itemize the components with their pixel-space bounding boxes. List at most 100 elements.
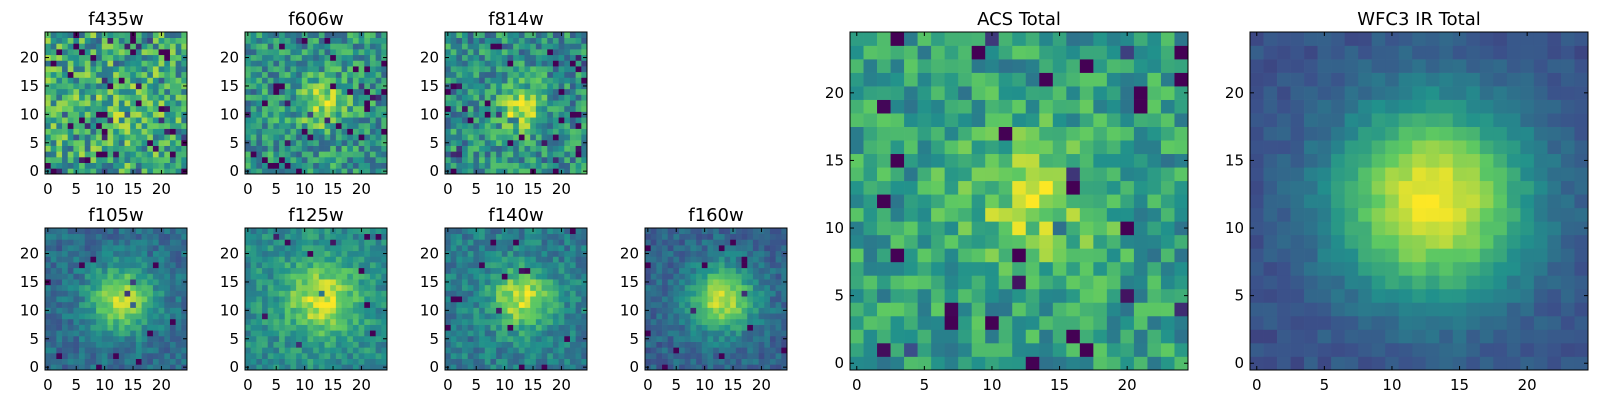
heatmap-cell — [758, 352, 765, 359]
heatmap-cell — [667, 347, 674, 354]
heatmap-cell — [535, 134, 542, 141]
heatmap-cell — [496, 341, 503, 348]
heatmap-cell — [673, 307, 680, 314]
heatmap-cell — [484, 318, 491, 325]
heatmap-cell — [513, 250, 520, 257]
heatmap-cell — [1052, 261, 1067, 276]
heatmap-cell — [107, 335, 114, 342]
heatmap-cell — [164, 233, 171, 240]
heatmap-cell — [684, 262, 691, 269]
heatmap-cell — [296, 318, 303, 325]
heatmap-cell — [152, 94, 159, 101]
heatmap-cell — [381, 239, 388, 246]
heatmap-cell — [130, 341, 137, 348]
heatmap-cell — [118, 290, 125, 297]
heatmap-cell — [369, 111, 376, 118]
heatmap-cell — [547, 83, 554, 90]
heatmap-cell — [335, 307, 342, 314]
heatmap-cell — [79, 117, 86, 124]
heatmap-cell — [347, 122, 354, 129]
heatmap-cell — [535, 262, 542, 269]
heatmap-cell — [175, 134, 182, 141]
heatmap-cell — [290, 233, 297, 240]
heatmap-cell — [324, 250, 331, 257]
heatmap-cell — [650, 318, 657, 325]
heatmap-cell — [313, 94, 320, 101]
heatmap-cell — [513, 66, 520, 73]
heatmap-cell — [496, 54, 503, 61]
heatmap-cell — [118, 168, 125, 175]
heatmap-cell — [1012, 288, 1027, 303]
heatmap-cell — [318, 94, 325, 101]
heatmap-cell — [118, 313, 125, 320]
heatmap-cell — [347, 128, 354, 135]
heatmap-cell — [147, 105, 154, 112]
heatmap-cell — [118, 43, 125, 50]
heatmap-cell — [518, 168, 525, 175]
heatmap-cell — [113, 117, 120, 124]
heatmap-cell — [673, 245, 680, 252]
heatmap-cell — [507, 43, 514, 50]
heatmap-cell — [45, 122, 52, 129]
heatmap-cell — [301, 139, 308, 146]
heatmap-cell — [490, 54, 497, 61]
heatmap-cell — [769, 245, 776, 252]
heatmap-cell — [62, 228, 69, 235]
heatmap-cell — [479, 307, 486, 314]
heatmap-cell — [245, 267, 252, 274]
heatmap-cell — [245, 43, 252, 50]
heatmap-cell — [707, 279, 714, 286]
heatmap-cell — [118, 156, 125, 163]
heatmap-cell — [313, 117, 320, 124]
heatmap-cell — [79, 37, 86, 44]
heatmap-cell — [169, 71, 176, 78]
heatmap-cell — [50, 250, 57, 257]
heatmap-cell — [101, 43, 108, 50]
heatmap-cell — [507, 71, 514, 78]
heatmap-cell — [301, 335, 308, 342]
heatmap-cell — [735, 239, 742, 246]
heatmap-cell — [45, 352, 52, 359]
heatmap-cell — [301, 347, 308, 354]
heatmap-cell — [496, 347, 503, 354]
heatmap-cell — [50, 32, 57, 39]
heatmap-cell — [501, 139, 508, 146]
heatmap-cell — [296, 352, 303, 359]
heatmap-cell — [130, 139, 137, 146]
heatmap-cell — [175, 364, 182, 371]
heatmap-cell — [273, 105, 280, 112]
heatmap-cell — [62, 256, 69, 263]
heatmap-cell — [347, 318, 354, 325]
heatmap-cell — [301, 279, 308, 286]
heatmap-cell — [696, 307, 703, 314]
heatmap-cell — [313, 151, 320, 158]
heatmap-cell — [552, 162, 559, 169]
heatmap-cell — [707, 250, 714, 257]
heatmap-cell — [462, 284, 469, 291]
heatmap-cell — [569, 43, 576, 50]
heatmap-cell — [273, 37, 280, 44]
heatmap-cell — [564, 307, 571, 314]
heatmap-cell — [330, 37, 337, 44]
heatmap-cell — [564, 245, 571, 252]
heatmap-cell — [135, 100, 142, 107]
heatmap-cell — [90, 32, 97, 39]
heatmap-cell — [764, 324, 771, 331]
heatmap-cell — [79, 71, 86, 78]
heatmap-cell — [569, 83, 576, 90]
heatmap-cell — [335, 279, 342, 286]
heatmap-cell — [307, 156, 314, 163]
heatmap-cell — [496, 273, 503, 280]
heatmap-cell — [1066, 248, 1081, 263]
heatmap-cell — [307, 139, 314, 146]
heatmap-cell — [552, 145, 559, 152]
heatmap-cell — [479, 245, 486, 252]
heatmap-cell — [1120, 248, 1135, 263]
heatmap-cell — [290, 279, 297, 286]
heatmap-cell — [513, 313, 520, 320]
heatmap-cell — [358, 324, 365, 331]
heatmap-cell — [147, 335, 154, 342]
heatmap-cell — [84, 347, 91, 354]
heatmap-cell — [707, 267, 714, 274]
heatmap-cell — [944, 167, 959, 182]
